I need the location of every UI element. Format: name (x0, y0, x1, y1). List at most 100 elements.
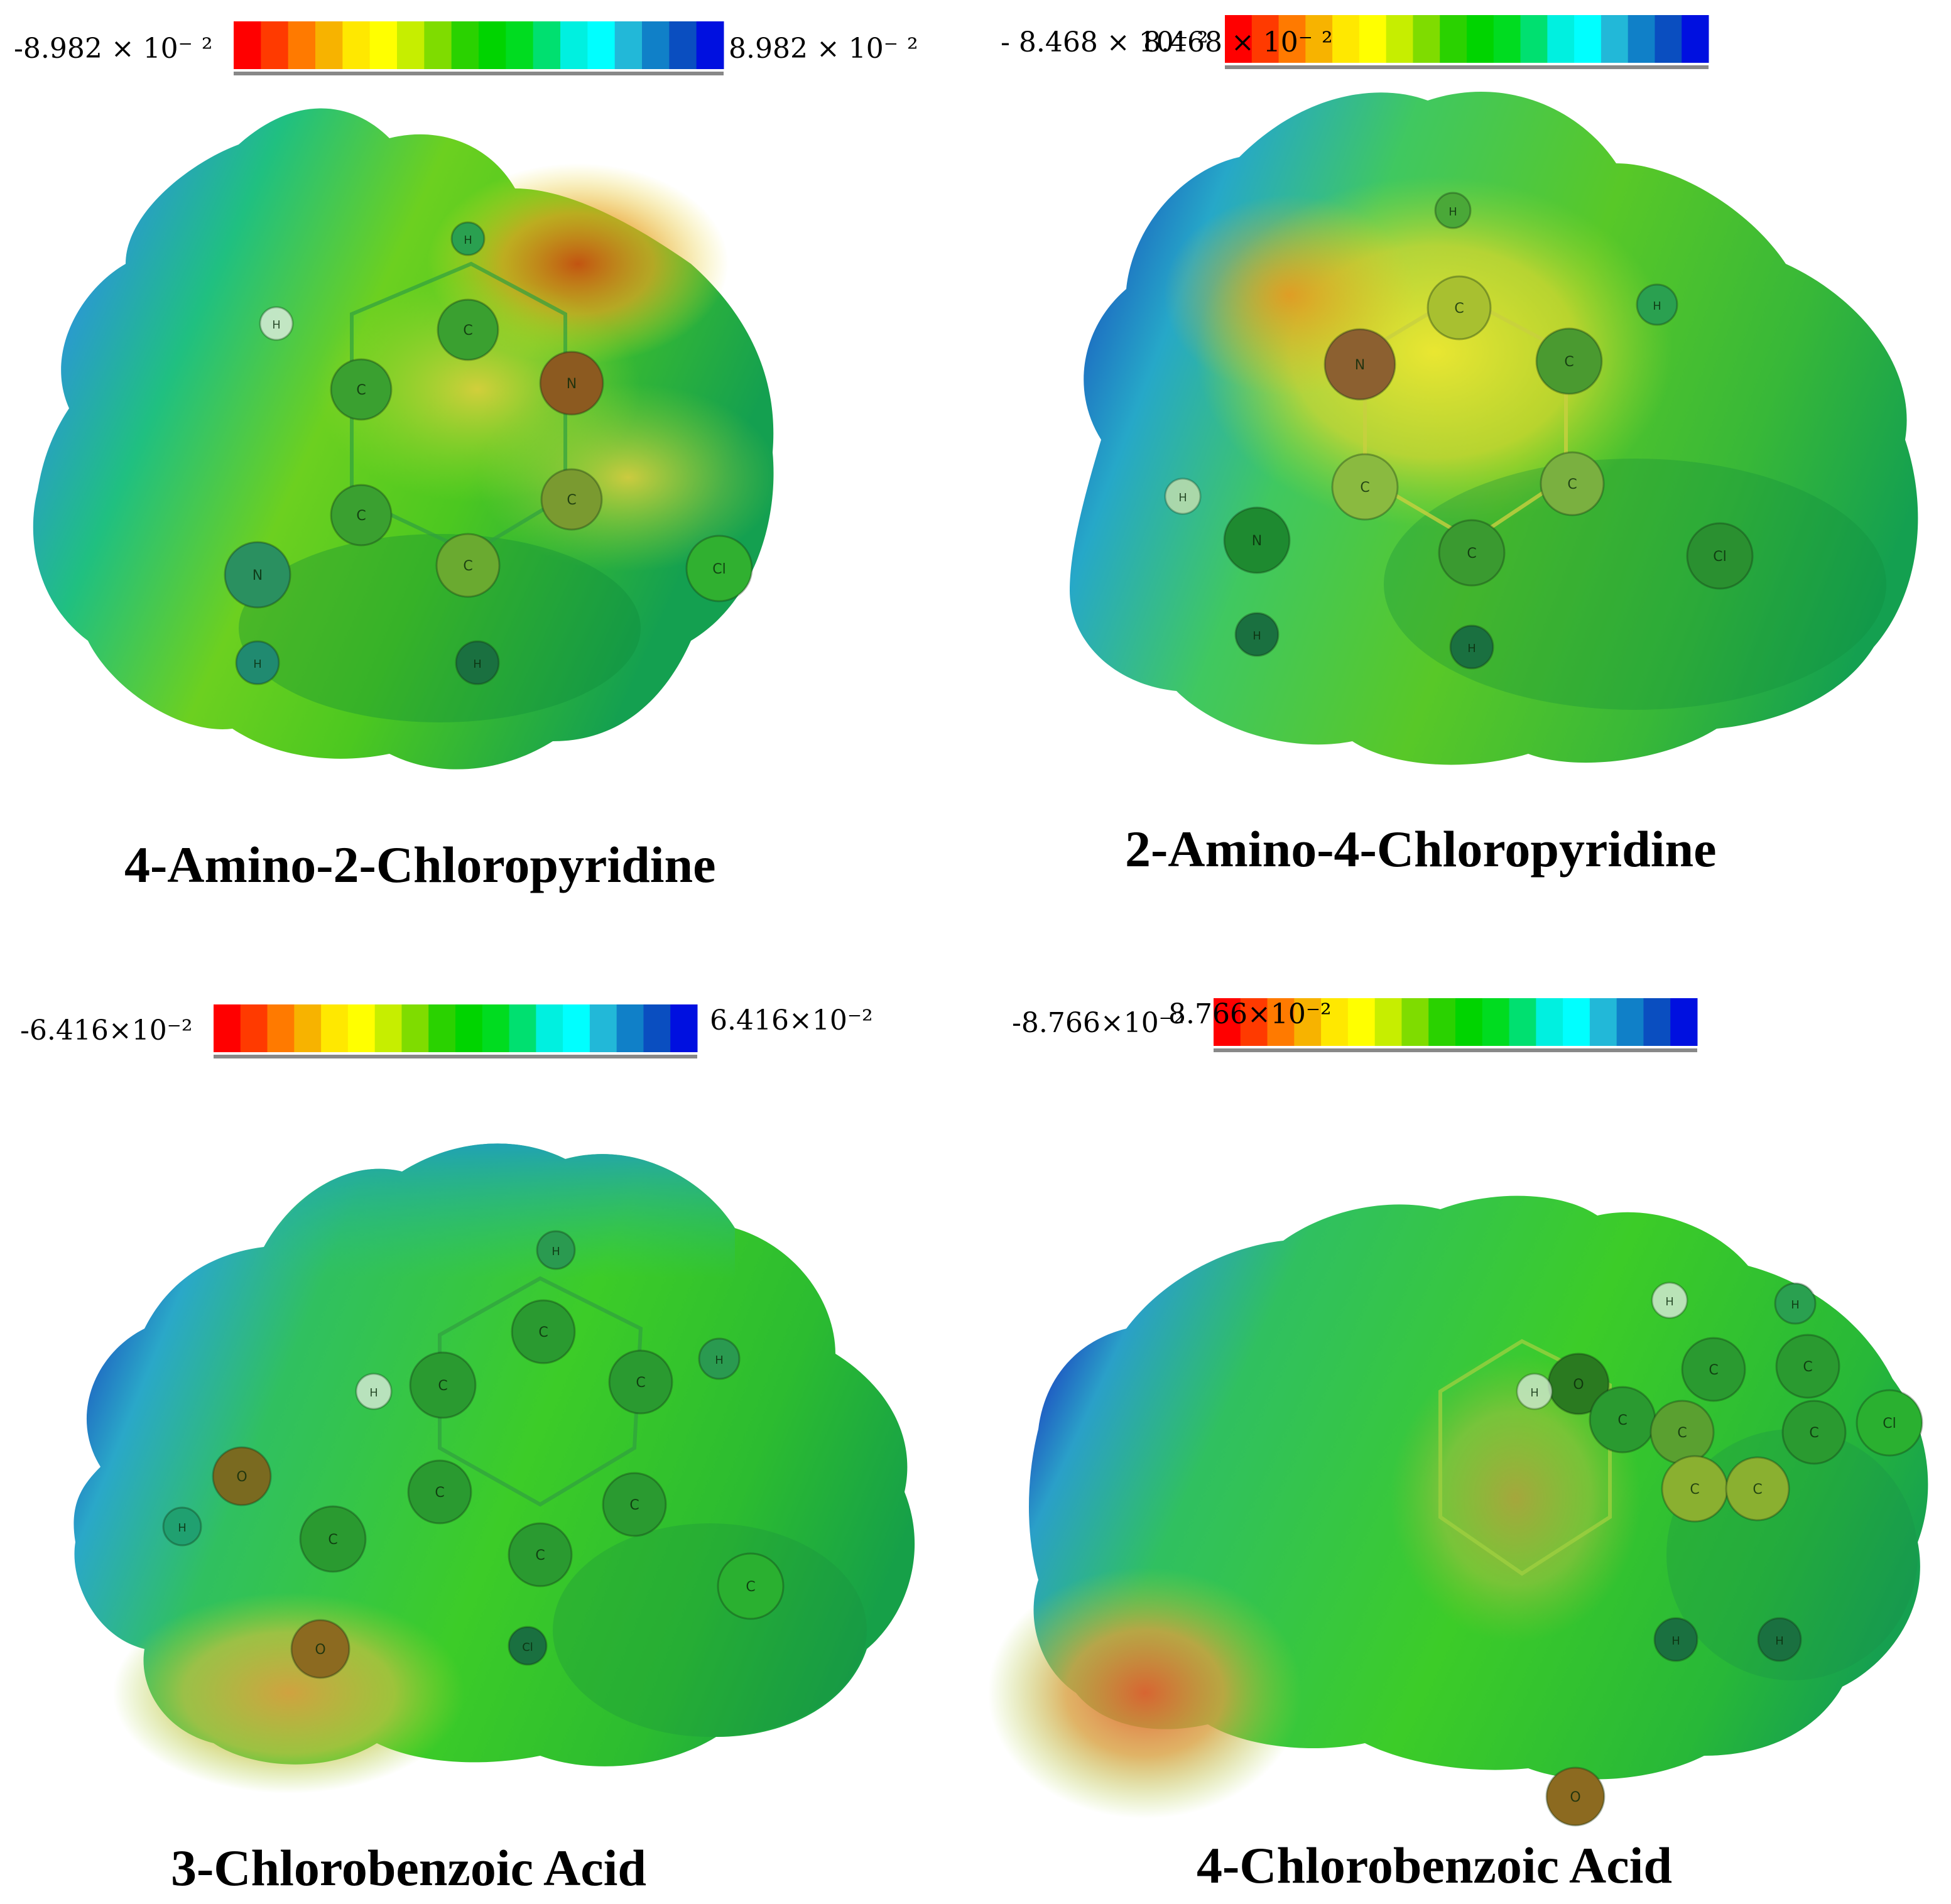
atom-label: C (535, 1548, 545, 1564)
atom-label: C (1709, 1363, 1718, 1378)
scale-max-label: 8.468 × 10⁻ ² (1143, 26, 1333, 58)
atom-label: Cl (522, 1641, 533, 1654)
colorbar-segment (614, 21, 643, 69)
esp-panel-2-amino-4-chloropyridine: H C H N C C H C C Cl N H H - 8.468 × 10⁻ ² 8.468 × 1… (976, 0, 1951, 952)
colorbar-segment (1455, 998, 1483, 1046)
colorbar-segment (294, 1004, 322, 1052)
atom-label: H (178, 1521, 187, 1535)
atom-sphere (1636, 283, 1678, 326)
atom-sphere (1757, 1617, 1802, 1662)
atom-sphere (224, 541, 291, 609)
colorbar-segment (1563, 998, 1590, 1046)
colorbar-segment (533, 21, 561, 69)
atom-group (224, 221, 753, 685)
colorbar-segment (1214, 998, 1241, 1046)
colorbar-segment (1428, 998, 1456, 1046)
atom-label: H (1178, 491, 1187, 504)
colorbar-segment (1655, 15, 1682, 63)
colorbar-segment (1682, 15, 1709, 63)
colorbar-segment (455, 1004, 483, 1052)
colorbar-segment (321, 1004, 349, 1052)
colorbar-segment (342, 21, 371, 69)
atom-sphere (437, 298, 499, 361)
atom-label: C (1690, 1482, 1699, 1498)
atom-sphere (608, 1349, 673, 1415)
atom-label: H (1253, 629, 1261, 643)
atom-sphere (407, 1459, 472, 1525)
colorbar-segment (451, 21, 479, 69)
atom-sphere (717, 1552, 785, 1620)
colorbar-segment (1628, 15, 1655, 63)
atom-sphere (455, 640, 500, 685)
colorbar-underline (214, 1055, 697, 1058)
atom-sphere (539, 351, 604, 416)
atom-sphere (1449, 624, 1494, 670)
atom-label: C (746, 1579, 755, 1595)
atom-label: H (473, 658, 482, 671)
atom-sphere (259, 306, 294, 341)
atom-sphere (1775, 1334, 1840, 1399)
atom-label: H (1530, 1386, 1539, 1400)
atom-sphere (1545, 1766, 1606, 1827)
colorbar-segment (1616, 998, 1644, 1046)
atom-label: H (1791, 1298, 1800, 1312)
colorbar-segment (1482, 998, 1510, 1046)
colorbar-segment (643, 1004, 671, 1052)
atom-label: H (272, 318, 281, 332)
atom-sphere (212, 1446, 272, 1506)
colorbar-segment (1374, 998, 1402, 1046)
atom-label: C (463, 558, 472, 574)
colorbar (1225, 15, 1709, 69)
colorbar-segment (1278, 15, 1306, 63)
colorbar-segment (374, 1004, 402, 1052)
atom-label: C (1454, 301, 1464, 317)
colorbar (234, 21, 724, 75)
colorbar-segment (347, 1004, 376, 1052)
scale-min-label: -6.416×10⁻² (20, 1015, 193, 1047)
colorbar-segment (1600, 15, 1629, 63)
atom-label: O (236, 1469, 247, 1485)
atom-sphere (1540, 451, 1605, 516)
bond-frame (438, 1276, 643, 1507)
atom-sphere (235, 640, 280, 685)
molecule-title: 3-Chlorobenzoic Acid (171, 1839, 646, 1896)
atom-label: H (1448, 205, 1457, 219)
atom-sphere (1856, 1389, 1923, 1457)
atom-label: N (253, 568, 263, 584)
atom-sphere (508, 1626, 548, 1666)
atom-sphere (450, 221, 486, 256)
atom-label: C (1467, 546, 1476, 562)
colorbar-segment (1493, 15, 1521, 63)
atom-label: C (1677, 1425, 1687, 1441)
atom-sphere (1681, 1337, 1746, 1402)
colorbar-segment (1413, 15, 1440, 63)
atom-label: C (538, 1325, 548, 1341)
scale-max-label: 8.766×10⁻² (1168, 998, 1332, 1030)
molecule-title: 4-Chlorobenzoic Acid (1197, 1837, 1672, 1894)
atom-sphere (1516, 1373, 1553, 1410)
colorbar-segment (1401, 998, 1429, 1046)
atom-sphere (698, 1337, 741, 1380)
atom-group (1164, 192, 1754, 670)
colorbar-segment (1386, 15, 1413, 63)
colorbar (214, 1004, 698, 1058)
esp-map: H C H N C C H C C Cl N H H (1070, 92, 1918, 765)
atom-sphere (1653, 1617, 1698, 1662)
atom-label: O (1570, 1790, 1580, 1805)
atom-label: C (1617, 1413, 1627, 1428)
atom-sphere (602, 1472, 667, 1537)
colorbar-segment (1225, 15, 1253, 63)
atom-sphere (299, 1505, 367, 1573)
atom-sphere (1535, 327, 1603, 395)
esp-map: H H C C O H C C C Cl O C C H H (988, 1195, 1928, 1827)
atom-label: H (1467, 642, 1476, 655)
molecule-title: 4-Amino-2-Chloropyridine (124, 836, 716, 893)
atom-label: C (438, 1378, 447, 1394)
atom-label: C (1360, 480, 1369, 496)
atom-sphere (435, 533, 501, 598)
atom-sphere (1781, 1400, 1847, 1465)
scale-min-label: -8.766×10⁻² (1012, 1007, 1185, 1039)
atom-label: C (1567, 477, 1577, 492)
atom-label: C (356, 508, 366, 524)
atom-label: C (1753, 1482, 1762, 1498)
